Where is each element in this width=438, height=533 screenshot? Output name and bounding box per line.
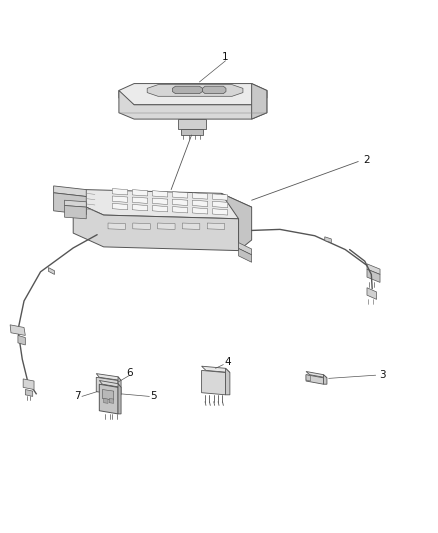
- Polygon shape: [64, 200, 86, 207]
- Polygon shape: [173, 199, 187, 206]
- Polygon shape: [99, 381, 121, 387]
- Polygon shape: [367, 288, 377, 300]
- Polygon shape: [152, 191, 168, 197]
- Polygon shape: [48, 268, 54, 274]
- Polygon shape: [306, 372, 327, 378]
- Polygon shape: [73, 190, 252, 219]
- Polygon shape: [173, 86, 202, 94]
- Polygon shape: [239, 248, 252, 262]
- Polygon shape: [108, 223, 125, 229]
- Polygon shape: [53, 193, 86, 215]
- Polygon shape: [96, 377, 118, 395]
- Polygon shape: [252, 84, 267, 119]
- Polygon shape: [201, 370, 226, 395]
- Polygon shape: [183, 223, 200, 229]
- Polygon shape: [23, 379, 34, 390]
- Polygon shape: [201, 366, 230, 373]
- Polygon shape: [118, 384, 121, 414]
- Polygon shape: [239, 243, 252, 255]
- Polygon shape: [132, 190, 148, 196]
- Polygon shape: [212, 209, 228, 215]
- Polygon shape: [118, 377, 121, 395]
- Text: 2: 2: [364, 156, 370, 165]
- Polygon shape: [64, 206, 86, 219]
- Polygon shape: [158, 223, 175, 229]
- Polygon shape: [192, 208, 208, 214]
- Polygon shape: [147, 85, 243, 96]
- Polygon shape: [212, 201, 228, 208]
- Polygon shape: [133, 223, 150, 229]
- Polygon shape: [104, 399, 108, 403]
- Text: 6: 6: [127, 368, 133, 377]
- Polygon shape: [25, 390, 33, 397]
- Polygon shape: [221, 193, 252, 251]
- Polygon shape: [119, 84, 267, 105]
- Polygon shape: [53, 186, 86, 197]
- Polygon shape: [367, 264, 380, 274]
- Polygon shape: [207, 223, 225, 229]
- Polygon shape: [173, 192, 187, 198]
- Polygon shape: [113, 189, 127, 195]
- Polygon shape: [173, 207, 187, 213]
- Text: 5: 5: [150, 391, 157, 401]
- Polygon shape: [306, 375, 323, 384]
- Polygon shape: [113, 204, 127, 210]
- Polygon shape: [132, 205, 148, 211]
- Polygon shape: [323, 375, 327, 384]
- Polygon shape: [119, 91, 267, 119]
- Text: 1: 1: [222, 52, 229, 62]
- Polygon shape: [18, 335, 25, 345]
- Polygon shape: [96, 374, 121, 381]
- Polygon shape: [192, 200, 208, 207]
- Polygon shape: [306, 375, 311, 381]
- Polygon shape: [152, 198, 168, 205]
- Polygon shape: [212, 194, 228, 200]
- Polygon shape: [73, 201, 239, 251]
- Text: 4: 4: [224, 357, 231, 367]
- Polygon shape: [226, 368, 230, 395]
- Polygon shape: [110, 399, 114, 403]
- Polygon shape: [325, 237, 331, 243]
- Text: 7: 7: [74, 391, 81, 401]
- Polygon shape: [181, 128, 203, 135]
- Polygon shape: [10, 325, 25, 335]
- Polygon shape: [367, 269, 380, 282]
- Text: 3: 3: [379, 370, 385, 380]
- Polygon shape: [152, 206, 168, 212]
- Polygon shape: [202, 86, 226, 94]
- Polygon shape: [113, 196, 127, 203]
- Polygon shape: [178, 119, 206, 128]
- Polygon shape: [132, 197, 148, 204]
- Polygon shape: [99, 384, 118, 414]
- Polygon shape: [192, 193, 208, 199]
- Polygon shape: [102, 390, 114, 400]
